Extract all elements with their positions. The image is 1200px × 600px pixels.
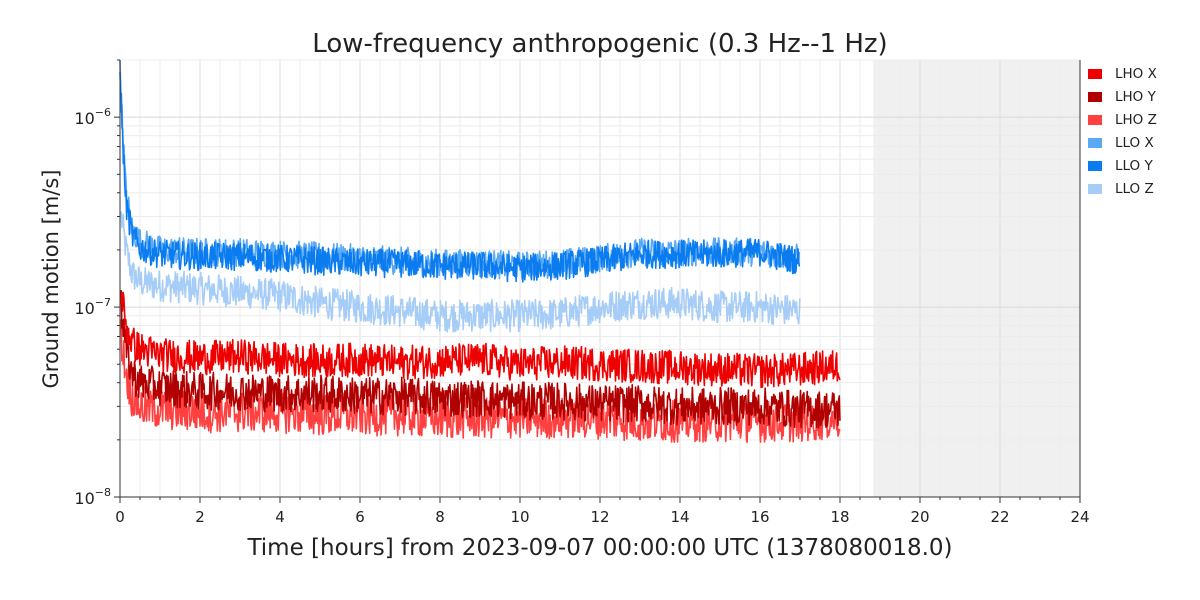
- x-tick-label: 10: [510, 508, 529, 526]
- chart-title: Low-frequency anthropogenic (0.3 Hz--1 H…: [312, 29, 887, 59]
- legend-swatch: [1088, 183, 1102, 194]
- legend-item-llo-z: LLO Z: [1088, 177, 1196, 200]
- y-tick-label: 10−8: [74, 486, 111, 508]
- legend-swatch: [1088, 114, 1102, 125]
- legend-item-lho-y: LHO Y: [1088, 85, 1196, 108]
- x-tick-label: 8: [435, 508, 445, 526]
- legend-item-llo-y: LLO Y: [1088, 154, 1196, 177]
- legend: LHO X LHO Y LHO Z LLO X LLO Y LLO Z: [1088, 62, 1196, 200]
- series-line-llo-y: [119, 71, 801, 283]
- series-line-lho-x: [120, 291, 841, 389]
- x-tick-label: 24: [1070, 508, 1089, 526]
- x-axis-label: Time [hours] from 2023-09-07 00:00:00 UT…: [246, 535, 952, 561]
- x-tick-label: 6: [355, 508, 365, 526]
- legend-label: LLO Y: [1115, 157, 1153, 174]
- legend-item-lho-x: LHO X: [1088, 62, 1196, 85]
- x-tick-label: 16: [750, 508, 769, 526]
- x-tick-label: 0: [115, 508, 125, 526]
- x-tick-label: 4: [275, 508, 285, 526]
- x-tick-label: 14: [670, 508, 689, 526]
- series-line-llo-z: [120, 211, 801, 333]
- legend-label: LHO X: [1115, 65, 1157, 82]
- x-tick-label: 12: [590, 508, 609, 526]
- y-tick-label: 10−6: [74, 106, 111, 128]
- x-tick-label: 22: [990, 508, 1009, 526]
- legend-swatch: [1088, 68, 1102, 79]
- legend-swatch: [1088, 160, 1102, 171]
- y-axis-label: Ground motion [m/s]: [39, 170, 63, 389]
- legend-swatch: [1088, 137, 1102, 148]
- legend-swatch: [1088, 91, 1102, 102]
- legend-item-llo-x: LLO X: [1088, 131, 1196, 154]
- legend-label: LHO Y: [1115, 88, 1156, 105]
- legend-label: LHO Z: [1115, 111, 1157, 128]
- shaded-region: [873, 60, 1080, 497]
- x-tick-label: 2: [195, 508, 205, 526]
- legend-item-lho-z: LHO Z: [1088, 108, 1196, 131]
- series-line-lho-y: [120, 290, 841, 429]
- y-tick-label: 10−7: [74, 296, 111, 318]
- x-tick-label: 20: [910, 508, 929, 526]
- legend-label: LLO X: [1115, 134, 1154, 151]
- legend-label: LLO Z: [1115, 180, 1154, 197]
- x-tick-label: 18: [830, 508, 849, 526]
